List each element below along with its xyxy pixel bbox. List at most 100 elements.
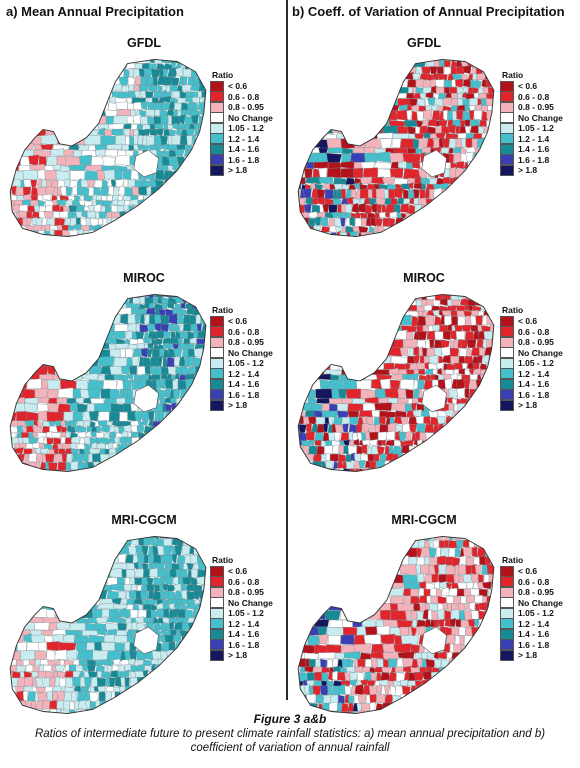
map-gfdl-coeff-variation (297, 58, 495, 238)
legend-swatch (500, 628, 514, 640)
map-region-mosaic (10, 59, 206, 237)
legend-label: 0.6 - 0.8 (228, 326, 260, 337)
legend-label: 0.8 - 0.95 (228, 587, 264, 598)
legend-item: < 0.6 (500, 80, 578, 92)
legend-swatch (500, 586, 514, 598)
legend-label: 0.6 - 0.8 (518, 326, 550, 337)
legend-label: No Change (518, 112, 563, 123)
legend-item: < 0.6 (210, 565, 288, 577)
legend-item: 1.2 - 1.4 (500, 368, 578, 380)
legend-label: 1.05 - 1.2 (228, 123, 264, 134)
legend-label: 1.6 - 1.8 (518, 154, 550, 165)
model-label-mri-b: MRI-CGCM (391, 513, 457, 527)
map-gfdl-mean-annual-precipitation (9, 58, 207, 238)
legend-swatch (500, 122, 514, 134)
legend-swatch (210, 315, 224, 327)
legend-item: 1.6 - 1.8 (500, 389, 578, 401)
legend-swatch (500, 112, 514, 124)
legend-swatch (210, 357, 224, 369)
legend-label: > 1.8 (518, 400, 538, 411)
legend-label: 0.8 - 0.95 (518, 102, 554, 113)
legend-label: 1.4 - 1.6 (228, 144, 260, 155)
legend-label: > 1.8 (228, 165, 248, 176)
legend-miroc-a: Ratio < 0.6 0.6 - 0.8 0.8 - 0.95 No Change 1.… (210, 305, 288, 411)
legend-swatch (500, 639, 514, 651)
legend-item: No Change (210, 597, 288, 609)
model-label-gfdl-a: GFDL (126, 36, 162, 50)
legend-label: 1.4 - 1.6 (228, 379, 260, 390)
legend-item: 1.6 - 1.8 (210, 389, 288, 401)
legend-item: 0.8 - 0.95 (210, 101, 288, 113)
legend-label: 0.8 - 0.95 (228, 337, 264, 348)
legend-label: 0.8 - 0.95 (518, 337, 554, 348)
legend-label: < 0.6 (518, 81, 538, 92)
legend-swatch (500, 133, 514, 145)
legend-miroc-b: Ratio < 0.6 0.6 - 0.8 0.8 - 0.95 No Change 1.… (500, 305, 578, 411)
legend-label: < 0.6 (228, 566, 248, 577)
legend-item: 0.8 - 0.95 (500, 586, 578, 598)
legend-label: > 1.8 (228, 650, 248, 661)
legend-swatch (500, 368, 514, 380)
legend-item: No Change (500, 112, 578, 124)
legend-swatch (500, 143, 514, 155)
map-region-mosaic (10, 536, 206, 714)
legend-item: No Change (500, 597, 578, 609)
legend-item: No Change (210, 112, 288, 124)
legend-item: No Change (500, 347, 578, 359)
country-outline (9, 293, 207, 473)
legend-gfdl-a: Ratio < 0.6 0.6 - 0.8 0.8 - 0.95 No Change 1.… (210, 70, 288, 176)
legend-gfdl-b: Ratio < 0.6 0.6 - 0.8 0.8 - 0.95 No Change 1.… (500, 70, 578, 176)
model-label-mri-a: MRI-CGCM (111, 513, 177, 527)
legend-item: 0.6 - 0.8 (210, 576, 288, 588)
legend-swatch (210, 399, 224, 411)
legend-label: 0.6 - 0.8 (518, 576, 550, 587)
legend-title: Ratio (502, 70, 524, 80)
legend-item: 0.8 - 0.95 (210, 336, 288, 348)
legend-title: Ratio (502, 305, 524, 315)
legend-label: No Change (228, 597, 273, 608)
legend-swatch (500, 399, 514, 411)
legend-label: 1.4 - 1.6 (228, 629, 260, 640)
legend-item: > 1.8 (210, 399, 288, 411)
legend-swatch (210, 336, 224, 348)
legend-swatch (500, 80, 514, 92)
panel-b-title: b) Coeff. of Variation of Annual Precipi… (292, 4, 565, 19)
map-mri-cgcm-coeff-variation (297, 535, 495, 715)
legend-label: 1.05 - 1.2 (228, 358, 264, 369)
legend-swatch (500, 597, 514, 609)
legend-label: 0.8 - 0.95 (228, 102, 264, 113)
map-region-mosaic (10, 294, 206, 472)
legend-label: 1.2 - 1.4 (518, 618, 550, 629)
legend-swatch (210, 576, 224, 588)
legend-swatch (500, 649, 514, 661)
map-mri-cgcm-mean-annual-precipitation (9, 535, 207, 715)
legend-label: 1.05 - 1.2 (228, 608, 264, 619)
legend-item: 1.05 - 1.2 (500, 607, 578, 619)
country-outline (297, 58, 495, 238)
legend-label: 1.4 - 1.6 (518, 629, 550, 640)
map-region-mosaic (298, 294, 494, 472)
legend-swatch (210, 378, 224, 390)
legend-label: 1.6 - 1.8 (228, 639, 260, 650)
legend-item: 1.4 - 1.6 (210, 628, 288, 640)
map-miroc-mean-annual-precipitation (9, 293, 207, 473)
lesotho-region (133, 626, 159, 655)
legend-label: 1.2 - 1.4 (518, 133, 550, 144)
legend-swatch (210, 143, 224, 155)
lesotho-region (421, 384, 447, 413)
legend-item: 1.6 - 1.8 (210, 639, 288, 651)
legend-swatch (210, 586, 224, 598)
legend-label: 1.2 - 1.4 (518, 368, 550, 379)
legend-swatch (210, 628, 224, 640)
model-label-miroc-b: MIROC (403, 271, 445, 285)
legend-item: < 0.6 (500, 315, 578, 327)
legend-label: 1.6 - 1.8 (518, 639, 550, 650)
legend-mri-b: Ratio < 0.6 0.6 - 0.8 0.8 - 0.95 No Change 1.… (500, 555, 578, 661)
legend-label: No Change (518, 347, 563, 358)
legend-item: > 1.8 (210, 164, 288, 176)
legend-label: 1.05 - 1.2 (518, 123, 554, 134)
legend-item: > 1.8 (500, 164, 578, 176)
country-outline (9, 58, 207, 238)
legend-swatch (210, 101, 224, 113)
legend-label: 0.6 - 0.8 (228, 91, 260, 102)
